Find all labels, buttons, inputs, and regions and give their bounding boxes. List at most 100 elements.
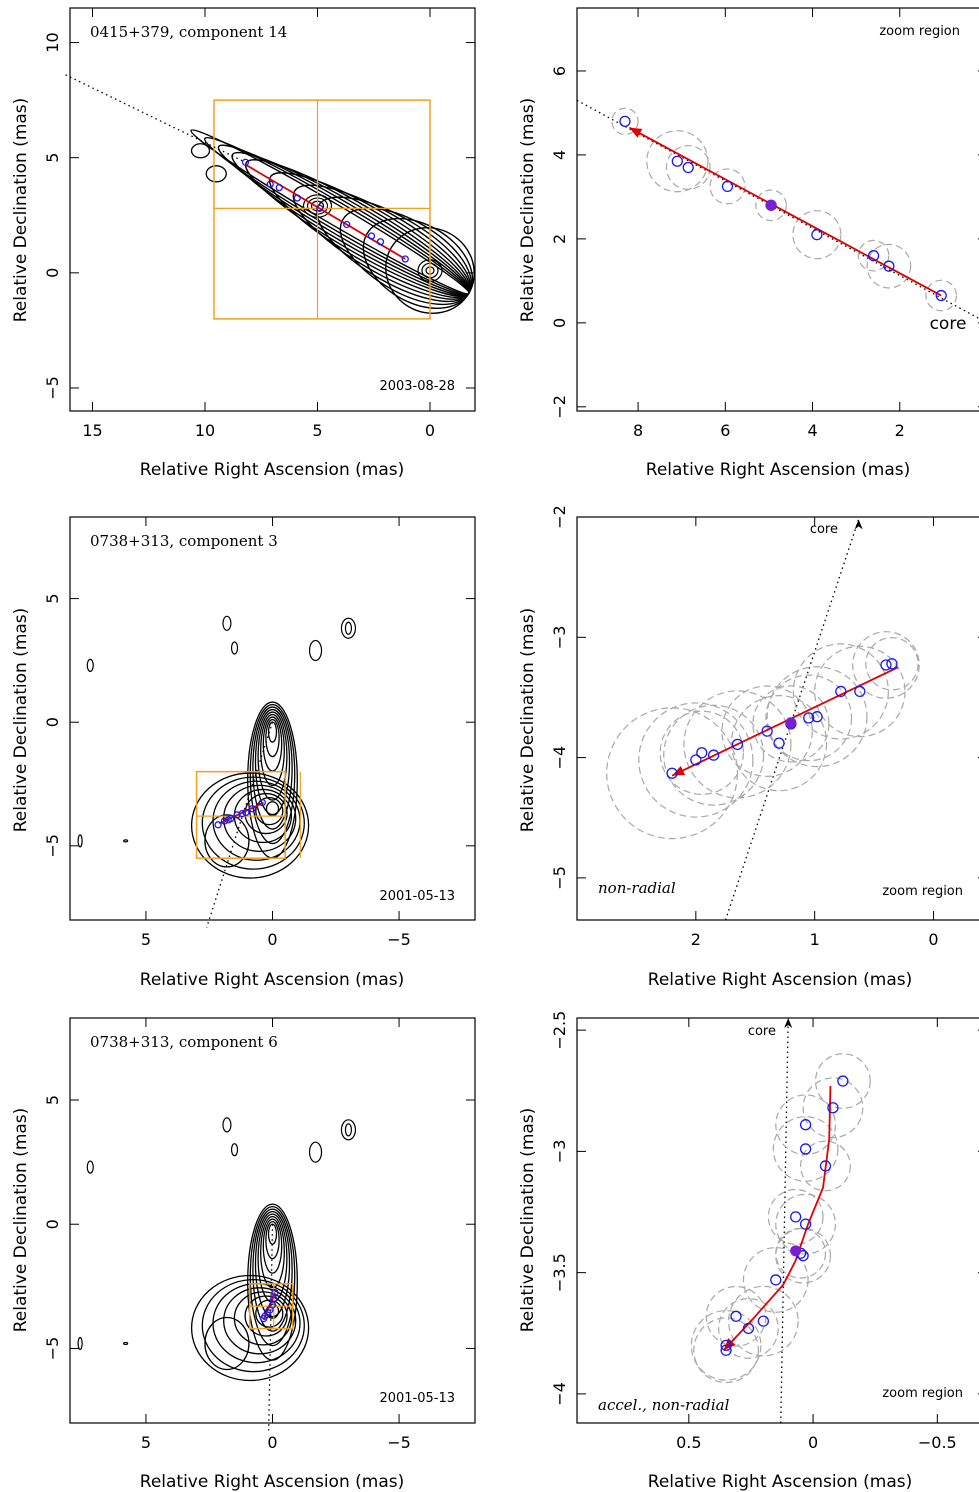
contour-core [260,1215,285,1289]
position-uncertainty-circle [730,695,828,792]
contour-core [252,1208,293,1332]
y-tick-label: 0 [43,1219,62,1229]
y-tick-label: 4 [550,150,569,160]
position-uncertainty-circle [721,685,813,777]
component-position-point [799,1218,812,1230]
position-uncertainty-circle [866,243,912,289]
epoch-date: 2001-05-13 [379,1391,455,1406]
source-title: 0738+313, component 6 [90,1033,278,1051]
contour-lobe [204,1316,250,1371]
position-uncertainty-circle [727,1285,799,1357]
panel-0415-zoom: × zoom region core Relative Right Ascens… [518,7,979,480]
contour-knot [190,1274,310,1382]
component-position-point [275,183,283,192]
position-uncertainty-circle [775,1227,827,1279]
component-position-point [935,289,947,302]
core-arrowhead [784,1018,793,1028]
position-uncertainty-circle [638,702,754,818]
radial-direction-line [780,1017,789,1424]
y-tick-label: −5 [43,1337,62,1361]
contour-island [344,621,353,635]
component-position-point [837,1075,849,1087]
component-position-point [854,685,866,698]
overlay [195,722,301,928]
contour-knot [201,776,305,870]
component-position-point [819,1160,832,1172]
x-axis-label: Relative Right Ascension (mas) [140,1472,404,1492]
position-uncertainty-circle [775,1193,837,1255]
component-position-point [770,1274,782,1286]
position-uncertainty-circle [775,1227,832,1284]
contour-island [190,143,211,159]
component-position-point [401,255,409,263]
y-tick-label: −2 [550,505,569,529]
contour-island [222,615,232,631]
component-position-point [835,685,847,698]
core-label: core [748,1024,776,1039]
x-tick-label: −5 [387,1433,411,1452]
component-position-point [730,1310,742,1322]
contour-island [340,617,357,639]
position-uncertainty-circle [606,707,739,840]
component-position-point [343,220,351,229]
contour-core [262,1218,283,1274]
component-position-point [867,250,880,262]
position-uncertainty-circle [800,1140,851,1192]
overlay [690,1017,871,1424]
contour-knot [201,1278,305,1373]
y-tick-label: −2.5 [550,1011,569,1050]
overlay [606,519,920,921]
y-tick-label: −4 [550,746,569,770]
position-uncertainty-circle [742,1247,809,1313]
source-title: 0738+313, component 3 [90,532,278,550]
x-tick-label: −0.5 [918,1433,957,1452]
x-axis-label: Relative Right Ascension (mas) [646,460,910,480]
reference-epoch-point [790,1245,802,1257]
contour-island [230,1143,239,1157]
component-position-point [666,767,678,779]
y-tick-label: −5 [550,866,569,890]
position-uncertainty-circle [646,130,709,193]
contour-core [265,718,280,758]
plot-frame [69,7,476,412]
contour-core [257,711,288,801]
trajectory-arrowhead [629,127,643,138]
position-uncertainty-circle [852,631,920,699]
contour-core [254,1210,291,1318]
contour-lobe [204,814,250,868]
contour-island [77,834,83,848]
zoom-box [213,99,431,320]
component-position-point [799,1119,812,1131]
y-tick-label: 5 [43,593,62,603]
component-position-point [376,238,385,246]
contour-island [222,1117,232,1133]
contour-knot [244,1295,288,1337]
position-uncertainty-circle [775,1094,837,1156]
contour-core [254,708,291,816]
position-uncertainty-circle [683,690,792,799]
position-uncertainty-circle [792,210,842,260]
component-position-point [761,725,773,737]
plot-frame [576,1017,979,1424]
contour-core [267,1223,278,1245]
component-position-point [220,817,229,825]
y-axis-label: Relative Declination (mas) [11,1108,31,1333]
y-tick-label: 0 [43,717,62,727]
position-uncertainty-circle [693,1317,759,1384]
y-tick-label: 6 [550,66,569,76]
component-position-point [293,194,301,202]
position-uncertainty-circle [857,239,890,272]
y-axis-label: Relative Declination (mas) [518,1108,538,1333]
x-axis-label: Relative Right Ascension (mas) [140,970,404,990]
component-position-point [367,232,376,240]
position-uncertainty-circle [665,145,711,190]
zoom-box [195,770,286,859]
x-tick-label: 0 [425,421,435,440]
x-tick-label: 4 [807,421,817,440]
contour-map [190,129,475,315]
y-tick-label: 5 [43,153,62,163]
contour-knot [223,1287,297,1355]
x-tick-label: 0 [267,1433,277,1452]
x-tick-label: 5 [141,1433,151,1452]
